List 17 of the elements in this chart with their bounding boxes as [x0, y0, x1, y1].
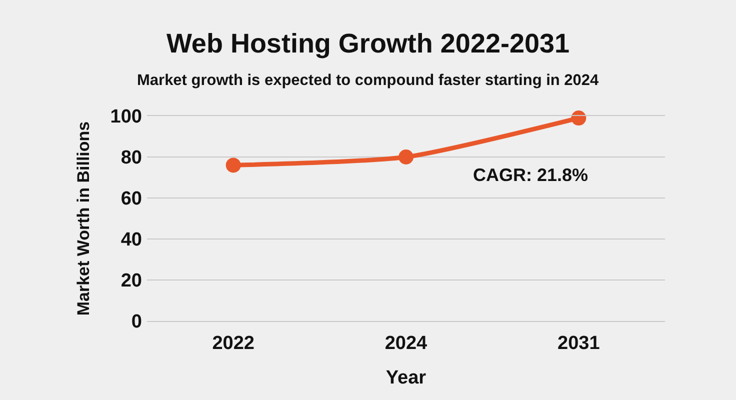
x-axis-title: Year	[386, 368, 427, 389]
y-tick-label: 60	[120, 188, 142, 210]
y-tick-label: 20	[120, 270, 142, 292]
y-axis-title: Market Worth in Billions	[74, 121, 93, 316]
annotation: CAGR: 21.8%	[473, 165, 588, 185]
chart-subtitle: Market growth is expected to compound faster starting in 2024	[137, 72, 600, 89]
chart-title: Web Hosting Growth 2022-2031	[166, 28, 570, 58]
y-tick-label: 40	[120, 230, 142, 251]
y-tick-label: 80	[120, 148, 142, 169]
y-tick-label: 100	[110, 106, 142, 128]
point	[226, 158, 241, 173]
x-tick-label: 2022	[212, 332, 254, 354]
x-tick-label: 2024	[384, 332, 428, 354]
point	[398, 150, 414, 164]
point	[571, 110, 586, 126]
x-tick-label: 2031	[558, 332, 600, 354]
y-tick-label: 0	[131, 312, 142, 333]
